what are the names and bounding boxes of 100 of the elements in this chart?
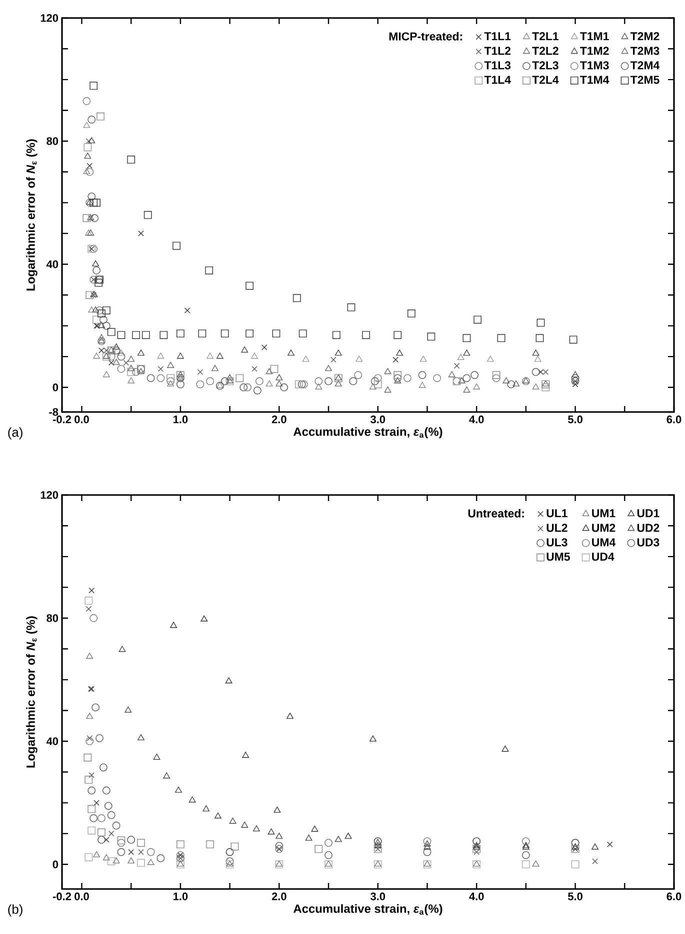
point xyxy=(90,614,98,622)
point xyxy=(532,350,540,356)
legend-label: UL3 xyxy=(546,538,568,546)
point xyxy=(88,826,96,834)
point xyxy=(98,836,106,844)
y-tick-label: 0 xyxy=(52,384,58,392)
point xyxy=(212,364,218,372)
x-tick-label: -0.2 xyxy=(53,892,72,900)
point xyxy=(200,615,208,622)
legend-label: T2M4 xyxy=(630,61,660,70)
point xyxy=(532,368,540,376)
point xyxy=(324,377,332,386)
point xyxy=(175,786,182,793)
point xyxy=(98,310,106,318)
point xyxy=(132,331,140,339)
legend-label: T2M2 xyxy=(630,32,660,40)
point xyxy=(462,334,471,342)
point xyxy=(88,786,96,794)
point xyxy=(522,860,530,868)
y-axis-title: Logarithmic error of N$_{ε}$ (%) xyxy=(26,139,38,290)
point xyxy=(93,352,100,359)
point xyxy=(90,814,98,822)
point xyxy=(330,356,336,363)
point xyxy=(142,331,150,339)
point xyxy=(370,735,376,742)
point xyxy=(118,350,125,356)
point xyxy=(98,322,105,328)
point xyxy=(354,371,362,379)
legend-label: T2M5 xyxy=(630,76,660,84)
point xyxy=(572,381,578,388)
legend-label: UM2 xyxy=(592,524,616,532)
point xyxy=(572,371,579,378)
point xyxy=(305,834,312,841)
legend-label: T2L1 xyxy=(532,32,559,40)
point xyxy=(420,356,427,362)
point xyxy=(311,826,318,832)
point xyxy=(202,805,210,812)
point xyxy=(100,763,108,772)
point xyxy=(427,332,436,341)
point xyxy=(167,380,174,386)
point xyxy=(225,677,232,684)
point xyxy=(83,122,90,128)
point xyxy=(117,836,126,844)
point xyxy=(474,849,480,855)
x-tick-label: -0.2 xyxy=(53,416,72,424)
point xyxy=(314,377,323,386)
point xyxy=(102,786,110,794)
legend-label: T1L4 xyxy=(484,76,511,84)
point xyxy=(84,596,93,605)
point xyxy=(293,294,301,302)
point xyxy=(107,857,116,866)
point xyxy=(534,356,542,362)
point xyxy=(512,380,520,386)
legend-label: UL2 xyxy=(546,524,568,532)
point xyxy=(176,840,184,848)
legend-label: T2M3 xyxy=(630,46,660,55)
x-tick-label: 2.0 xyxy=(272,416,286,424)
point xyxy=(124,706,132,713)
point xyxy=(107,328,116,336)
point xyxy=(229,818,236,824)
point xyxy=(82,97,91,106)
point xyxy=(214,812,222,818)
point xyxy=(86,168,94,176)
point xyxy=(394,371,402,379)
point xyxy=(324,851,332,860)
point xyxy=(82,214,91,222)
x-tick-label: 5.0 xyxy=(568,416,582,424)
point xyxy=(163,772,170,778)
point xyxy=(86,652,94,659)
point xyxy=(216,352,224,359)
point xyxy=(127,156,136,164)
x-axis-title: Accumulative strain, ε$_{a}$(%) xyxy=(294,904,442,916)
point xyxy=(334,836,342,842)
point xyxy=(88,306,96,313)
legend-label: UD2 xyxy=(637,524,660,532)
point xyxy=(98,828,106,836)
point xyxy=(90,198,98,207)
point xyxy=(138,368,144,374)
point xyxy=(176,330,184,338)
point xyxy=(93,851,100,858)
point xyxy=(332,331,340,339)
point xyxy=(266,380,273,386)
point xyxy=(84,776,93,784)
point xyxy=(244,383,252,392)
point xyxy=(90,82,98,90)
point xyxy=(206,377,214,386)
x-tick-label: 0.0 xyxy=(74,892,89,900)
point xyxy=(396,350,404,356)
point xyxy=(138,350,144,356)
legend-label: T1L1 xyxy=(484,32,511,40)
point xyxy=(463,386,470,393)
point xyxy=(242,752,250,758)
point xyxy=(251,352,258,359)
point xyxy=(571,860,580,868)
legend-label: UL1 xyxy=(546,509,568,518)
point xyxy=(92,703,100,712)
point xyxy=(226,857,234,866)
point xyxy=(473,383,480,390)
point xyxy=(197,369,204,375)
point xyxy=(102,371,110,378)
